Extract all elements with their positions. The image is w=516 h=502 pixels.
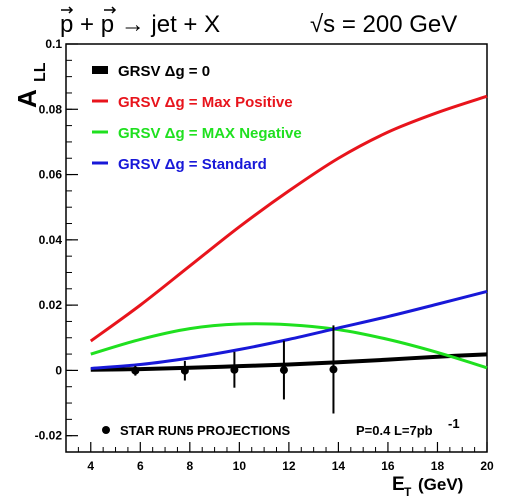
legend-entry-max-positive: GRSV Δg = Max Positive	[92, 94, 293, 111]
legend-entry-zero: GRSV Δg = 0	[92, 63, 210, 80]
x-axis-label-sub: T	[404, 485, 412, 499]
title-right: √s = 200 GeV	[310, 11, 457, 38]
projection-point	[230, 365, 239, 374]
y-tick-label: 0.04	[39, 233, 63, 247]
y-tick-label: 0.02	[39, 298, 63, 312]
y-tick-label: 0	[55, 363, 62, 377]
legend-label-zero: GRSV Δg = 0	[118, 63, 210, 80]
projection-point	[279, 366, 288, 375]
x-tick-label: 12	[282, 459, 296, 473]
legend-entry-max-negative: GRSV Δg = MAX Negative	[92, 125, 302, 142]
legend: GRSV Δg = 0 GRSV Δg = Max Positive GRSV …	[92, 63, 302, 173]
legend-label-max-positive: GRSV Δg = Max Positive	[118, 94, 293, 111]
x-tick-label: 14	[332, 459, 346, 473]
projection-points	[131, 325, 338, 414]
projection-point	[131, 366, 140, 375]
series-line-2	[90, 322, 488, 370]
projection-note: P=0.4 L=7pb	[356, 423, 433, 438]
x-tick-label: 20	[480, 459, 494, 473]
projection-legend-label: STAR RUN5 PROJECTIONS	[120, 423, 291, 438]
y-axis-title: A LL	[12, 62, 49, 108]
x-axis-label-unit: (GeV)	[418, 475, 463, 494]
y-axis-label-sub: LL	[32, 62, 49, 82]
x-tick-label: 18	[431, 459, 445, 473]
projection-note-sup: -1	[448, 416, 460, 431]
x-tick-label: 4	[87, 459, 94, 473]
series-line-0	[90, 352, 488, 372]
series-lines	[89, 94, 488, 372]
x-tick-label: 8	[186, 459, 193, 473]
chart-title: p + p → jet + X √s = 200 GeV	[60, 6, 457, 38]
y-tick-label: -0.02	[35, 429, 63, 443]
series-line-3	[90, 289, 488, 370]
x-axis-ticks: 4 6 8 10 12 14 16 18 20	[77, 442, 494, 473]
projection-legend-marker	[102, 426, 110, 434]
legend-entry-standard: GRSV Δg = Standard	[92, 156, 267, 173]
x-axis-label: E	[392, 474, 405, 495]
legend-label-max-negative: GRSV Δg = MAX Negative	[118, 125, 302, 142]
title-left: p + p → jet + X	[60, 11, 220, 38]
projection-point	[180, 366, 189, 375]
y-axis-ticks: -0.02 0 0.02 0.04 0.06 0.08 0.1	[35, 37, 78, 453]
projection-legend: STAR RUN5 PROJECTIONS P=0.4 L=7pb -1	[102, 416, 460, 438]
y-tick-label: 0.06	[39, 168, 63, 182]
legend-label-standard: GRSV Δg = Standard	[118, 156, 267, 173]
x-tick-label: 6	[137, 459, 144, 473]
y-axis-label: A	[12, 89, 42, 108]
projection-point	[329, 365, 338, 374]
y-tick-label: 0.08	[39, 102, 63, 116]
x-tick-label: 10	[233, 459, 247, 473]
antiproton-arrows	[61, 6, 117, 14]
y-tick-label: 0.1	[45, 37, 62, 51]
x-tick-label: 16	[381, 459, 395, 473]
series-line-1	[89, 94, 488, 343]
x-axis-title: E T (GeV)	[392, 474, 463, 499]
